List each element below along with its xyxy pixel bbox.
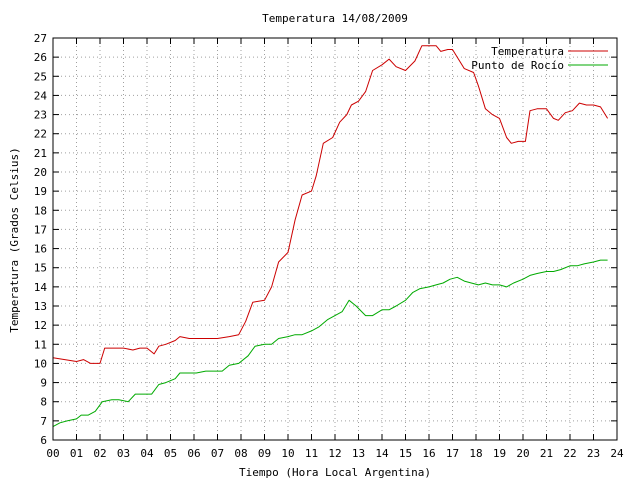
y-tick-label: 6: [40, 434, 47, 447]
x-tick-label: 03: [117, 447, 130, 460]
y-tick-label: 22: [34, 128, 47, 141]
series-layer: [52, 45, 609, 428]
x-tick-label: 01: [70, 447, 83, 460]
series-line-2: [52, 259, 608, 428]
x-tick-label: 09: [258, 447, 271, 460]
y-tick-label: 7: [40, 415, 47, 428]
x-tick-label: 19: [493, 447, 506, 460]
y-tick-label: 17: [34, 223, 47, 236]
x-tick-label: 10: [281, 447, 294, 460]
x-tick-label: 00: [46, 447, 59, 460]
y-tick-label: 26: [34, 51, 47, 64]
legend-label: Punto de Rocío: [471, 59, 564, 72]
legend-label: Temperatura: [491, 45, 564, 58]
y-axis-label: Temperatura (Grados Celsius): [8, 147, 21, 332]
x-tick-label: 05: [164, 447, 177, 460]
y-tick-label: 8: [40, 396, 47, 409]
x-tick-label: 17: [446, 447, 459, 460]
y-tick-label: 14: [34, 281, 48, 294]
x-tick-label: 21: [540, 447, 553, 460]
y-tick-label: 15: [34, 262, 47, 275]
y-tick-label: 21: [34, 147, 47, 160]
x-tick-label: 02: [93, 447, 106, 460]
y-tick-label: 12: [34, 319, 47, 332]
y-tick-label: 20: [34, 166, 47, 179]
x-tick-label: 22: [563, 447, 576, 460]
x-tick-label: 18: [469, 447, 482, 460]
grid: [53, 38, 617, 440]
y-tick-label: 23: [34, 109, 47, 122]
x-tick-label: 07: [211, 447, 224, 460]
x-tick-label: 06: [187, 447, 200, 460]
x-tick-label: 04: [140, 447, 154, 460]
series-line-1: [52, 45, 609, 364]
x-tick-label: 16: [422, 447, 435, 460]
x-tick-label: 14: [375, 447, 389, 460]
x-tick-label: 12: [328, 447, 341, 460]
y-tick-label: 11: [34, 338, 47, 351]
y-tick-label: 9: [40, 377, 47, 390]
y-tick-label: 24: [34, 89, 48, 102]
y-tick-label: 18: [34, 204, 47, 217]
x-tick-label: 08: [234, 447, 247, 460]
y-tick-label: 25: [34, 70, 47, 83]
y-tick-label: 27: [34, 32, 47, 45]
y-tick-label: 19: [34, 185, 47, 198]
x-axis-label: Tiempo (Hora Local Argentina): [239, 466, 431, 479]
tick-labels: 00 01 02 03 04 05 06 07 08 09 10 11 12 13 14 15 16 17 18 19…: [34, 32, 624, 460]
y-tick-label: 16: [34, 243, 47, 256]
x-tick-label: 13: [352, 447, 365, 460]
chart-title: Temperatura 14/08/2009: [262, 12, 408, 25]
x-tick-label: 23: [587, 447, 600, 460]
y-tick-label: 10: [34, 357, 47, 370]
x-tick-label: 20: [516, 447, 529, 460]
x-tick-label: 24: [610, 447, 624, 460]
y-tick-label: 13: [34, 300, 47, 313]
x-tick-label: 11: [305, 447, 318, 460]
x-tick-label: 15: [399, 447, 412, 460]
